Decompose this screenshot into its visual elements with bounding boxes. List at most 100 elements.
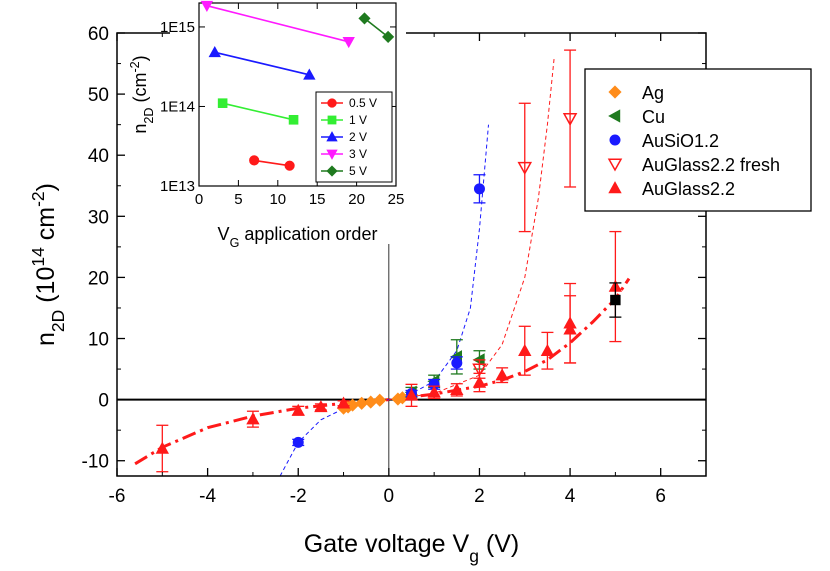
data-point: [292, 436, 304, 448]
legend-marker: [609, 134, 621, 146]
y-tick-label: 20: [88, 268, 109, 289]
legend-box: [584, 68, 812, 212]
legend-label: Ag: [642, 83, 664, 103]
y-tick-label: 50: [88, 85, 109, 106]
data-point: [473, 183, 485, 195]
inset-data-point: [217, 98, 228, 108]
inset-x-tick-label: 25: [388, 191, 405, 208]
inset-x-axis-label: VG application order: [218, 224, 378, 250]
inset-x-tick-label: 5: [234, 191, 242, 208]
inset-y-tick-label: 1E13: [160, 178, 195, 195]
data-point: [472, 375, 487, 388]
x-tick-label: -4: [199, 486, 216, 507]
inset-series-4: [358, 12, 395, 43]
series-4: [155, 230, 623, 473]
legend-label: AuSiO1.2: [642, 131, 719, 151]
y-tick-label: 40: [88, 146, 109, 167]
data-point: [364, 395, 378, 409]
x-tick-label: 2: [474, 486, 485, 507]
inset-x-tick-label: 15: [309, 191, 326, 208]
inset-x-tick-label: 10: [269, 191, 286, 208]
inset-legend-marker: [327, 115, 337, 125]
inset-data-point: [249, 155, 260, 166]
inset-data-point: [288, 114, 299, 125]
inset-legend-label: 2 V: [349, 130, 367, 144]
inset-series-line: [214, 51, 310, 76]
data-point: [450, 383, 464, 396]
main-legend: Ag Cu AuSiO1.2 AuGlass2.2 fresh AuGlass2.2: [584, 68, 812, 212]
inset-legend-label: 0.5 V: [349, 96, 377, 110]
data-point: [563, 322, 577, 335]
inset-y-tick-label: 1E15: [160, 19, 195, 36]
inset-series-line: [364, 17, 389, 38]
inset-series-3: [200, 0, 355, 49]
legend-marker: [608, 85, 622, 99]
legend-marker: [607, 158, 623, 172]
inset-y-axis-label: n2D (cm-2): [128, 55, 156, 133]
y-tick-label: 30: [88, 207, 109, 228]
y-tick-label: 60: [88, 24, 109, 45]
y-tick-label: 0: [98, 391, 109, 412]
series-1: [404, 339, 486, 399]
inset-legend-marker: [326, 131, 338, 142]
inset-legend-label: 3 V: [349, 147, 367, 161]
inset-legend-label: 5 V: [349, 164, 367, 178]
inset-plot: 0 5 10 15 20 25 1E13 1E14 1E15 VG application ord…: [128, 0, 406, 250]
inset-data-point: [303, 68, 316, 80]
data-point: [472, 363, 487, 377]
inset-data-point: [358, 12, 371, 25]
data-point: [540, 343, 555, 356]
inset-series-line: [222, 102, 294, 121]
data-point: [291, 403, 305, 416]
inset-series-2: [208, 45, 316, 80]
series-5: [609, 282, 622, 318]
inset-legend-marker: [326, 149, 338, 160]
legend-marker: [608, 181, 622, 194]
data-point: [155, 441, 169, 454]
data-point: [517, 161, 533, 175]
data-point: [246, 412, 260, 425]
fit-curve-1: [279, 124, 489, 476]
x-axis-label: Gate voltage Vg (V): [304, 530, 519, 566]
y-tick-label: -10: [82, 452, 109, 473]
inset-x-tick-label: 0: [195, 191, 203, 208]
data-point: [610, 294, 621, 306]
data-point: [404, 388, 419, 401]
inset-data-point: [382, 30, 395, 43]
series-2: [292, 174, 486, 448]
data-point: [336, 396, 351, 409]
inset-x-tick-label: 20: [348, 191, 365, 208]
plot-frame: [116, 32, 707, 477]
legend-label: AuGlass2.2: [642, 179, 735, 199]
legend-marker: [608, 109, 621, 123]
inset-series-line: [254, 159, 290, 167]
inset-series-0: [249, 155, 295, 171]
inset-series-1: [217, 98, 299, 125]
data-point: [427, 385, 441, 398]
x-tick-label: -6: [109, 486, 126, 507]
x-tick-label: 6: [655, 486, 666, 507]
inset-y-tick-label: 1E14: [160, 98, 195, 115]
data-point: [495, 368, 509, 381]
x-tick-label: -2: [290, 486, 307, 507]
y-tick-label: 10: [88, 330, 109, 351]
data-point: [373, 393, 387, 407]
inset-series-line: [206, 4, 349, 43]
inset-legend-marker: [327, 98, 337, 108]
x-tick-label: 0: [384, 486, 395, 507]
inset-data-point: [284, 160, 295, 171]
data-point: [562, 112, 578, 127]
inset-legend-marker: [326, 165, 338, 177]
fit-curve-0: [134, 277, 631, 466]
series-3: [472, 49, 578, 379]
data-point: [518, 343, 532, 356]
legend-label: Cu: [642, 107, 665, 127]
inset-data-point: [208, 45, 221, 58]
legend-label: AuGlass2.2 fresh: [642, 155, 780, 175]
inset-legend-label: 1 V: [349, 113, 367, 127]
inset-data-point: [342, 37, 355, 49]
data-point: [314, 400, 328, 413]
data-point: [451, 357, 463, 369]
x-tick-label: 4: [565, 486, 576, 507]
